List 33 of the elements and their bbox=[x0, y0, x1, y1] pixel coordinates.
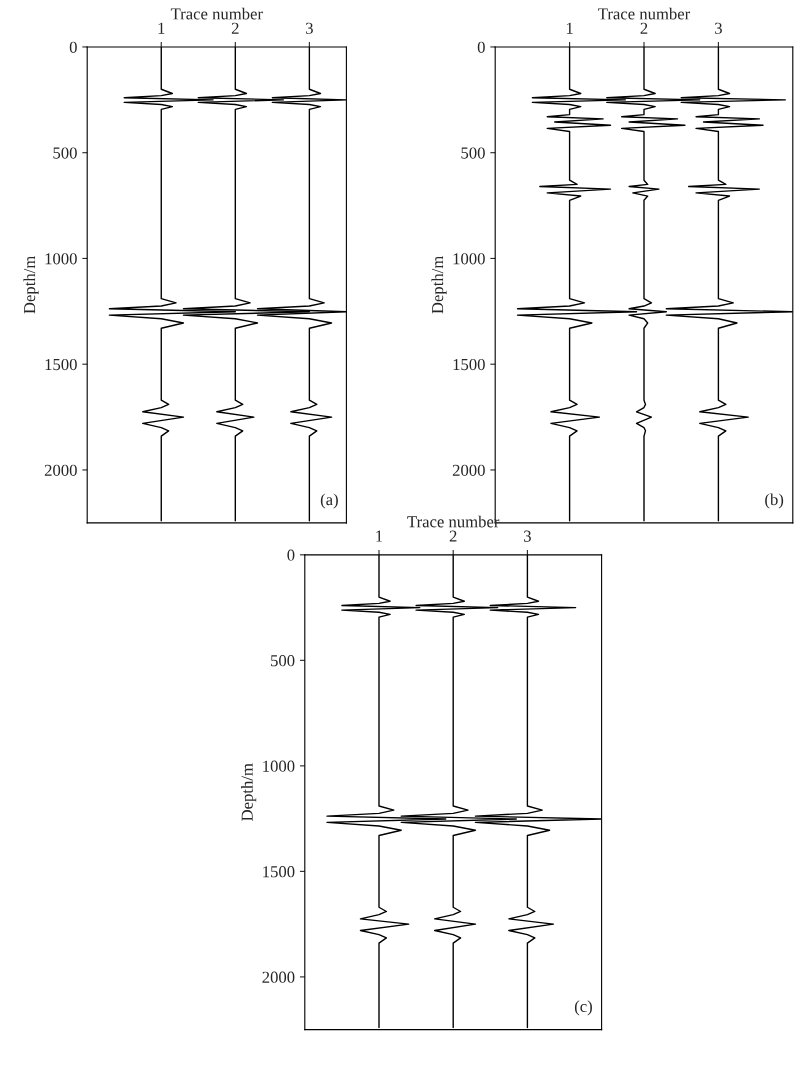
y-tick-label: 1500 bbox=[453, 358, 485, 371]
y-axis-title: Depth/m bbox=[241, 763, 257, 821]
x-tick-label: 2 bbox=[231, 22, 239, 34]
x-tick-label: 2 bbox=[640, 22, 648, 34]
annotation: (a) bbox=[320, 493, 338, 509]
x-tick-label: 1 bbox=[566, 22, 573, 34]
y-tick-label: 2000 bbox=[44, 464, 77, 476]
y-tick-label: 1500 bbox=[45, 358, 77, 371]
x-tick-label: 1 bbox=[376, 530, 383, 542]
y-tick-label: 2000 bbox=[452, 464, 485, 476]
y-tick-label: 500 bbox=[53, 147, 77, 159]
annotation: (c) bbox=[574, 1000, 592, 1016]
y-tick-label: 0 bbox=[69, 41, 77, 53]
y-tick-label: 1000 bbox=[453, 253, 485, 265]
y-tick-label: 1500 bbox=[263, 866, 295, 878]
y-tick-label: 1000 bbox=[45, 253, 77, 265]
y-tick-label: 500 bbox=[271, 655, 295, 667]
y-axis-title: Depth/m bbox=[23, 255, 39, 314]
x-tick-label: 3 bbox=[524, 530, 531, 542]
x-axis-title: Trace number bbox=[170, 7, 263, 20]
x-axis-title: Trace number bbox=[407, 515, 500, 528]
y-tick-label: 2000 bbox=[262, 971, 295, 983]
annotation: (b) bbox=[765, 493, 784, 509]
y-tick-label: 1000 bbox=[263, 760, 295, 772]
x-tick-label: 2 bbox=[449, 530, 457, 542]
x-tick-label: 3 bbox=[306, 22, 313, 34]
y-tick-label: 0 bbox=[477, 41, 485, 53]
y-tick-label: 0 bbox=[287, 549, 295, 561]
y-axis-title: Depth/m bbox=[431, 255, 447, 314]
x-tick-label: 1 bbox=[158, 22, 165, 34]
x-tick-label: 3 bbox=[715, 22, 722, 34]
y-tick-label: 500 bbox=[461, 147, 485, 159]
x-axis-title: Trace number bbox=[598, 7, 691, 20]
